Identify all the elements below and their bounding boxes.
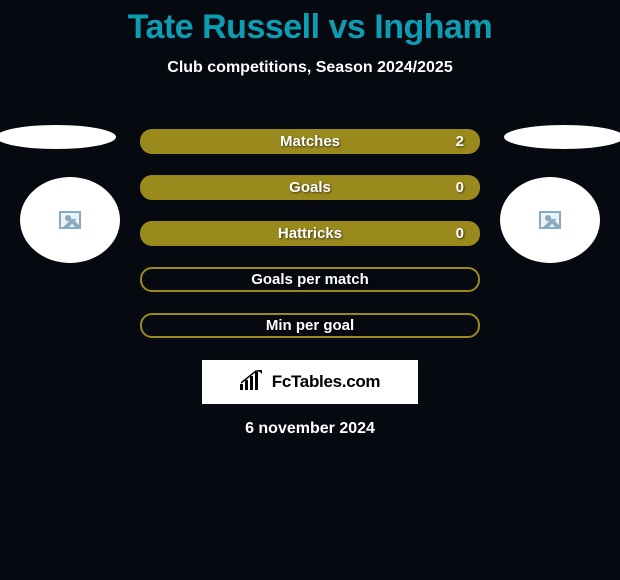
stat-label: Hattricks	[278, 225, 342, 242]
player-right-avatar	[500, 177, 600, 263]
stat-bar: Goals 0	[140, 175, 480, 200]
stat-label: Goals per match	[251, 271, 369, 288]
stat-bar: Goals per match	[140, 267, 480, 292]
stat-label: Matches	[280, 133, 340, 150]
date-text: 6 november 2024	[0, 420, 620, 438]
image-placeholder-icon	[59, 211, 81, 229]
player-left-avatar	[20, 177, 120, 263]
player-left-name-plate	[0, 125, 116, 149]
stat-value: 0	[456, 225, 464, 242]
image-placeholder-icon	[539, 211, 561, 229]
stat-bar: Hattricks 0	[140, 221, 480, 246]
stat-label: Goals	[289, 179, 331, 196]
fctables-logo-icon	[240, 370, 266, 395]
player-right-name-plate	[504, 125, 620, 149]
brand-text: FcTables.com	[272, 372, 381, 392]
stat-bar: Matches 2	[140, 129, 480, 154]
stats-bars: Matches 2 Goals 0 Hattricks 0 Goals per match M…	[140, 129, 480, 338]
stat-value: 2	[456, 133, 464, 150]
page-title: Tate Russell vs Ingham	[0, 0, 620, 47]
stat-bar: Min per goal	[140, 313, 480, 338]
brand-watermark: FcTables.com	[202, 360, 418, 404]
stat-value: 0	[456, 179, 464, 196]
subtitle: Club competitions, Season 2024/2025	[0, 59, 620, 77]
stat-label: Min per goal	[266, 317, 354, 334]
